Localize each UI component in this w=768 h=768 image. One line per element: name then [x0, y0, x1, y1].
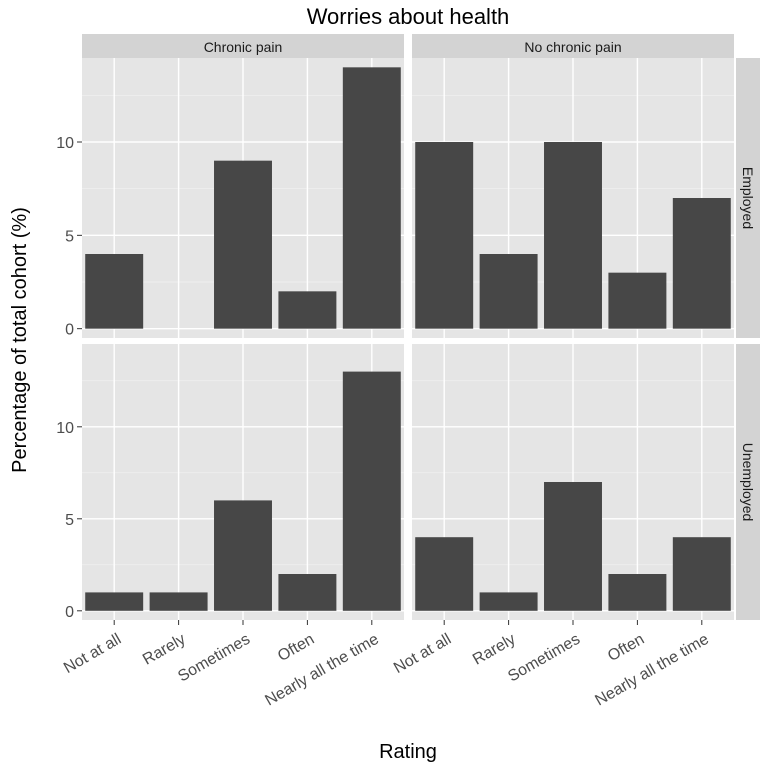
facet-strip-row-label: Unemployed — [740, 443, 756, 522]
bar — [149, 592, 208, 611]
bar — [608, 272, 667, 329]
y-tick-label: 0 — [65, 322, 74, 339]
x-tick-label: Rarely — [140, 631, 189, 669]
facet-panel — [412, 344, 734, 620]
bar — [479, 592, 538, 611]
x-tick-label: Often — [275, 631, 317, 665]
x-tick-label: Often — [605, 631, 647, 665]
bar — [672, 537, 731, 611]
facet-strip-col — [412, 34, 734, 58]
facet-strip-col — [82, 34, 404, 58]
bar — [214, 160, 272, 329]
x-tick-label: Sometimes — [505, 631, 583, 686]
x-tick-label: Nearly all the time — [262, 631, 381, 710]
bar — [415, 142, 474, 329]
x-tick-label: Sometimes — [175, 631, 253, 686]
facet-panels: Chronic pain No chronic pain Employed Unemp… — [56, 34, 760, 709]
x-tick-label: Not at all — [391, 631, 454, 677]
x-axis-title: Rating — [379, 741, 437, 763]
y-tick-label: 5 — [65, 512, 74, 529]
bar — [342, 67, 401, 329]
y-tick-label: 0 — [65, 604, 74, 621]
bar — [278, 574, 337, 611]
bar — [85, 254, 144, 329]
facet-strip-row — [736, 58, 760, 338]
facet-strip-row — [736, 344, 760, 620]
bar — [342, 371, 401, 611]
bar — [415, 537, 474, 611]
bar — [278, 291, 337, 329]
y-tick-label: 10 — [56, 135, 74, 152]
y-axis-title: Percentage of total cohort (%) — [9, 207, 31, 473]
x-tick-label: Not at all — [61, 631, 124, 677]
facet-panel — [412, 58, 734, 338]
y-tick-label: 5 — [65, 228, 74, 245]
bar — [672, 198, 731, 329]
facet-strip-col-label: Chronic pain — [204, 39, 283, 55]
facet-strip-row-label: Employed — [740, 167, 756, 229]
bar — [544, 482, 602, 611]
bar — [479, 254, 538, 329]
bar — [214, 500, 272, 611]
y-tick-label: 10 — [56, 420, 74, 437]
x-tick-label: Rarely — [470, 631, 519, 669]
chart-title: Worries about health — [307, 4, 510, 29]
bar — [544, 142, 602, 329]
bar — [85, 592, 144, 611]
facet-panel — [82, 58, 404, 338]
facet-panel — [82, 344, 404, 620]
facet-strip-col-label: No chronic pain — [524, 39, 621, 55]
bar — [608, 574, 667, 611]
x-tick-label: Nearly all the time — [592, 631, 711, 710]
